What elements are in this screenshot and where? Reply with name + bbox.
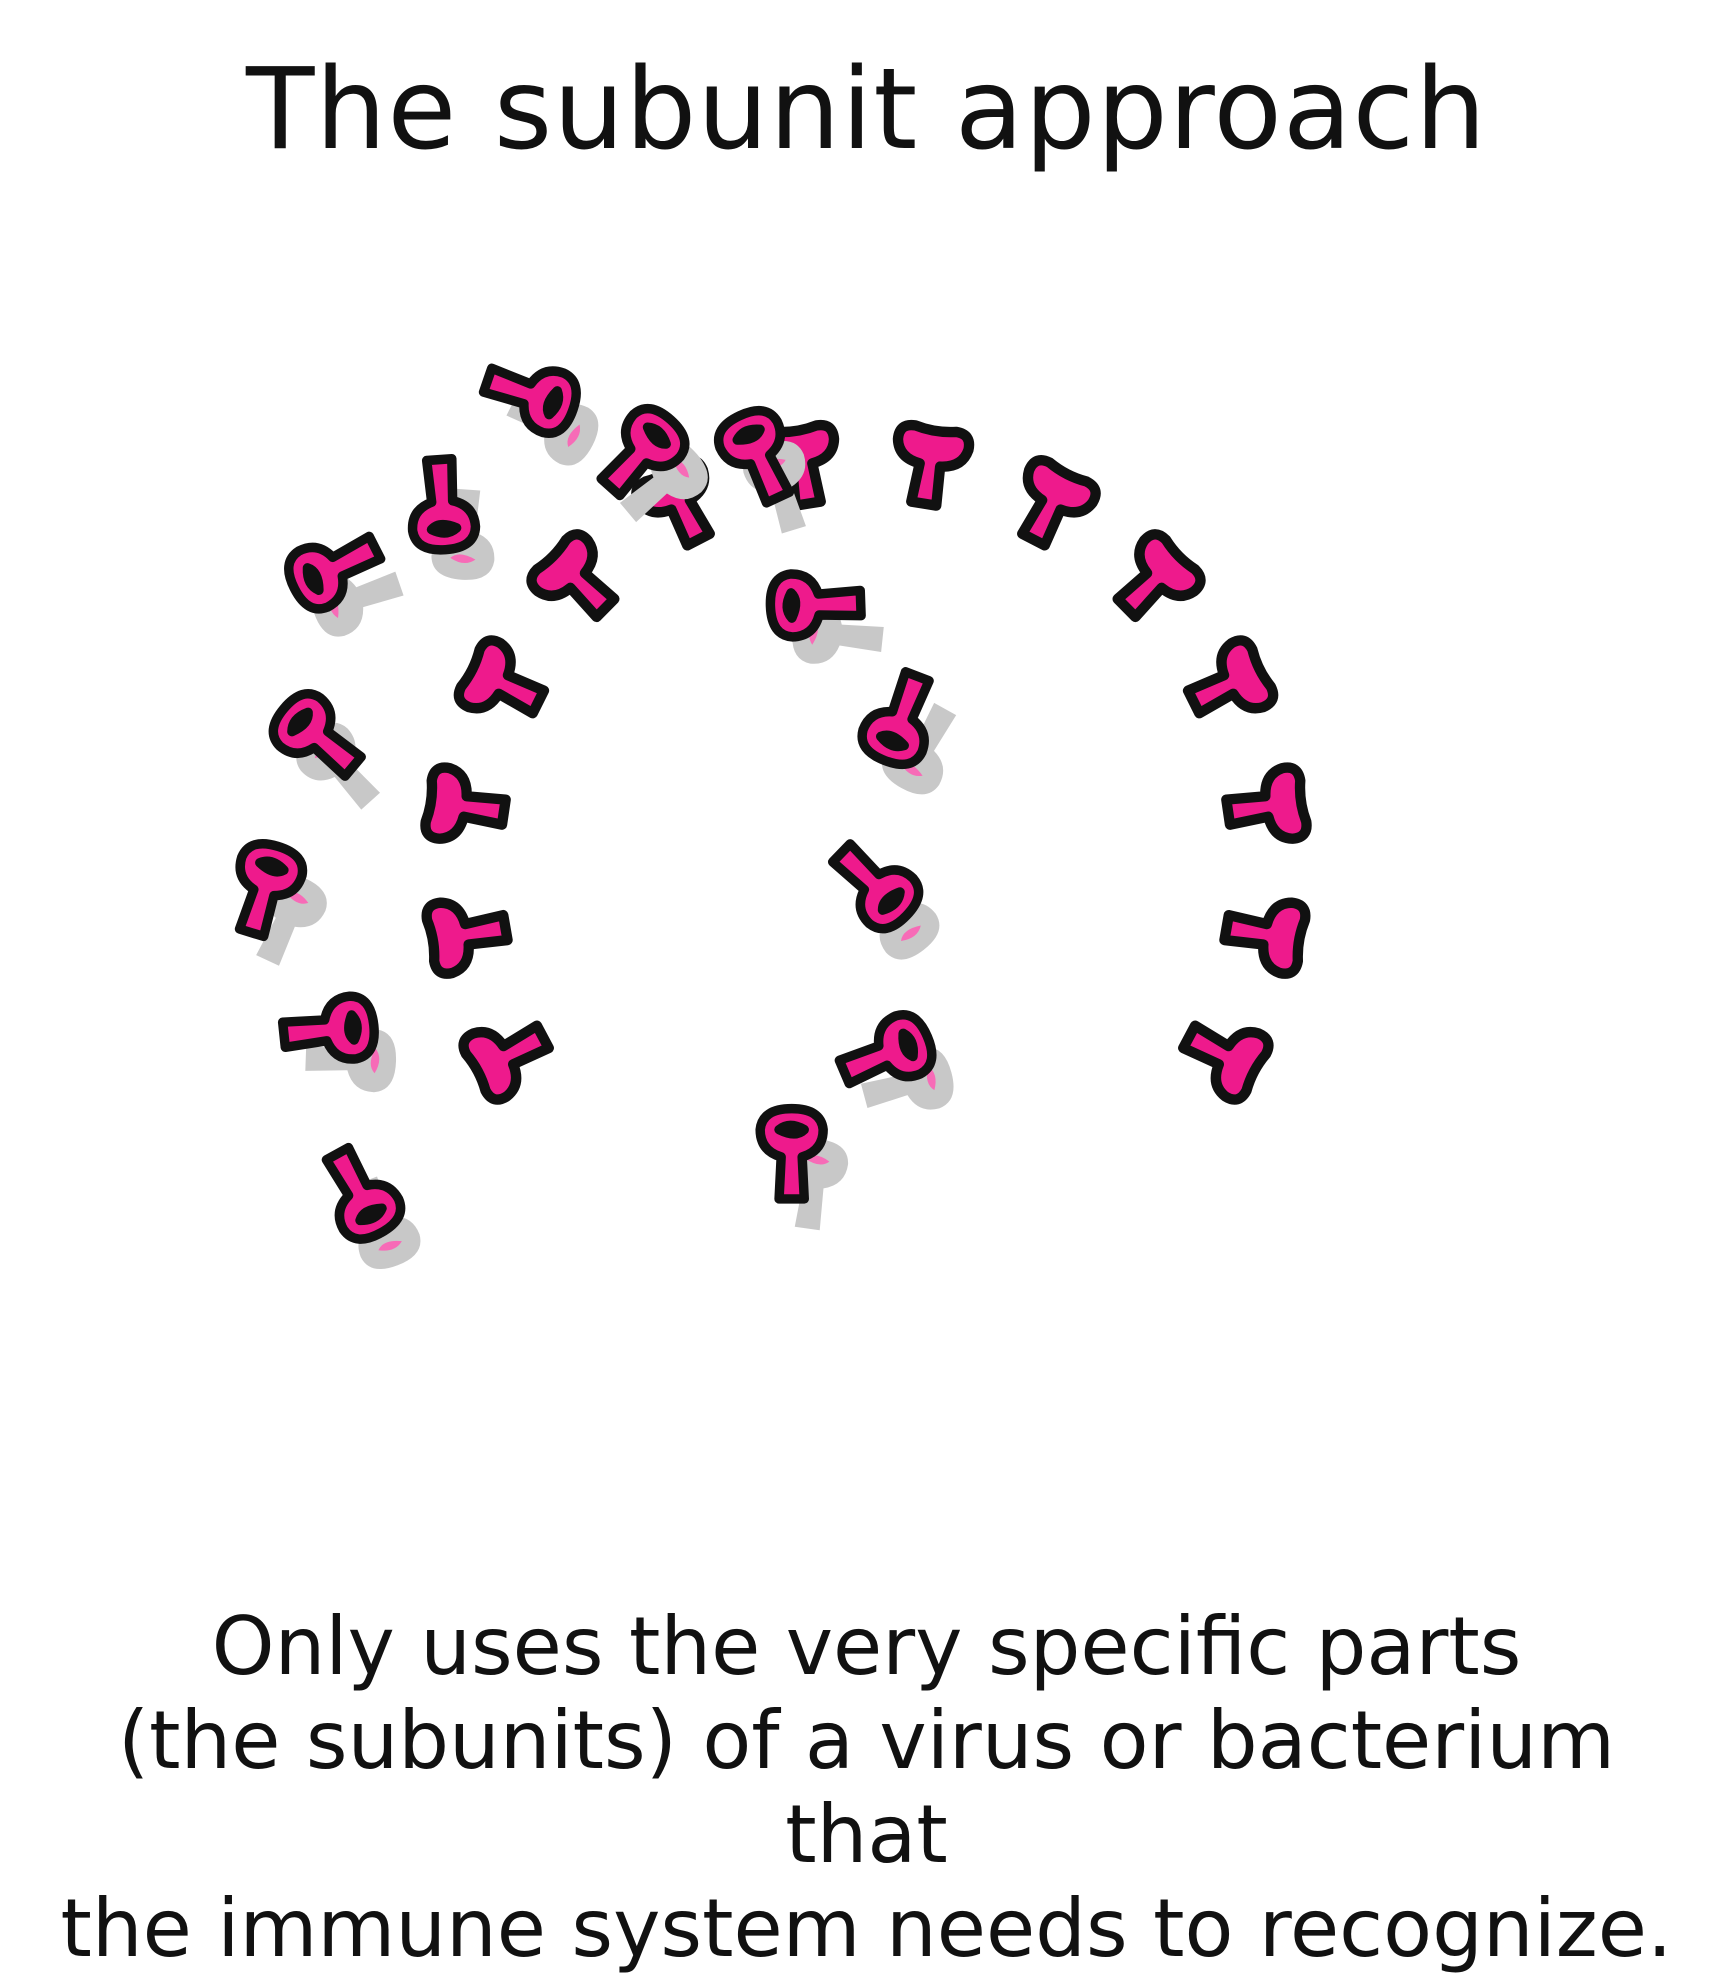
detached-subunit — [264, 684, 395, 823]
ring-subunit — [1172, 1005, 1273, 1104]
detached-subunit — [856, 665, 973, 804]
ring-subunit — [459, 1005, 560, 1104]
detached-subunit — [769, 572, 886, 671]
detached-subunit — [820, 830, 949, 970]
detached-subunit — [221, 837, 335, 974]
subunit-diagram: .hl{fill:#f76bb7;} — [0, 330, 1733, 1277]
detached-subunits — [221, 350, 973, 1277]
ring-subunit — [1220, 892, 1307, 975]
detached-subunit — [832, 1008, 960, 1127]
ring-subunit — [424, 766, 509, 848]
caption-line-2: (the subunits) of a virus or bacterium t… — [117, 1694, 1616, 1881]
detached-subunit — [281, 994, 398, 1093]
caption: Only uses the very specific parts (the s… — [40, 1600, 1693, 1976]
detached-subunit — [310, 1138, 428, 1277]
ring-subunit — [526, 529, 630, 633]
caption-line-1: Only uses the very specific parts — [211, 1600, 1522, 1693]
detached-subunit — [408, 457, 500, 582]
detached-subunit — [760, 1109, 851, 1233]
page-title: The subunit approach — [245, 45, 1488, 175]
ring-subunit — [1002, 456, 1100, 556]
ring-subunit — [454, 636, 554, 734]
detached-subunit — [477, 350, 607, 474]
ring-subunits — [424, 423, 1309, 1104]
caption-line-3: the immune system needs to recognize. — [60, 1882, 1673, 1975]
ring-subunit — [1223, 766, 1308, 848]
ring-subunit — [1178, 636, 1278, 734]
ring-subunit — [888, 423, 971, 509]
ring-subunit — [1101, 529, 1205, 633]
ring-subunit — [424, 892, 511, 975]
detached-subunit — [280, 520, 410, 643]
